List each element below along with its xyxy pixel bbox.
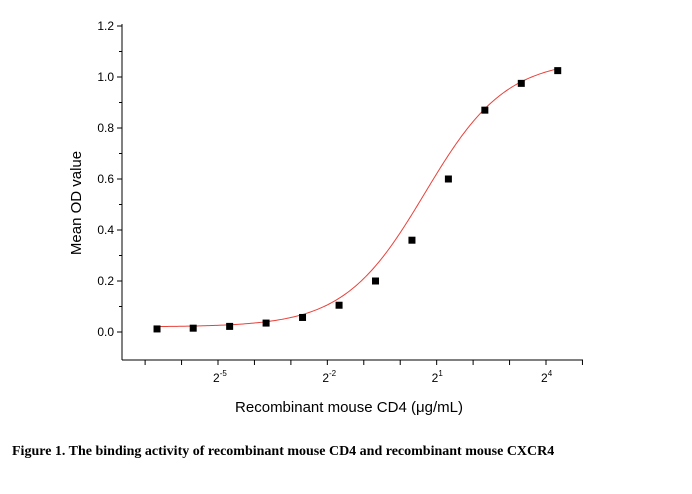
y-axis-title: Mean OD value <box>68 151 85 255</box>
fit-curve <box>157 68 558 328</box>
y-tick-label: 1.2 <box>97 19 114 33</box>
data-point <box>517 79 525 87</box>
data-point <box>408 236 416 244</box>
data-point <box>153 325 161 333</box>
x-tick-label: 2-2 <box>322 369 336 385</box>
y-tick-label: 0.8 <box>97 121 114 135</box>
data-point <box>372 277 380 285</box>
data-point <box>444 175 452 183</box>
data-points <box>153 67 562 333</box>
axes <box>121 24 583 361</box>
x-tick-label: 2-5 <box>213 369 227 385</box>
y-tick-label: 1.0 <box>97 70 114 84</box>
y-tick-label: 0.4 <box>97 223 114 237</box>
x-tick-label: 21 <box>432 369 444 385</box>
x-tick-label: 24 <box>541 369 553 385</box>
data-point <box>226 322 234 330</box>
y-tick-label: 0.2 <box>97 274 114 288</box>
data-point <box>481 106 489 114</box>
y-tick-label: 0.0 <box>97 325 114 339</box>
data-point <box>189 324 197 332</box>
data-point <box>299 313 307 321</box>
x-axis-title: Recombinant mouse CD4 (μg/mL) <box>235 399 463 416</box>
data-point <box>335 301 343 309</box>
figure-caption: Figure 1. The binding activity of recomb… <box>12 444 555 459</box>
y-tick-label: 0.6 <box>97 172 114 186</box>
ticks: 0.0 0.2 0.4 0.6 0.8 1.0 1.2 2-5 2-2 21 24 <box>97 19 583 385</box>
data-point <box>262 319 270 327</box>
data-point <box>554 67 562 75</box>
